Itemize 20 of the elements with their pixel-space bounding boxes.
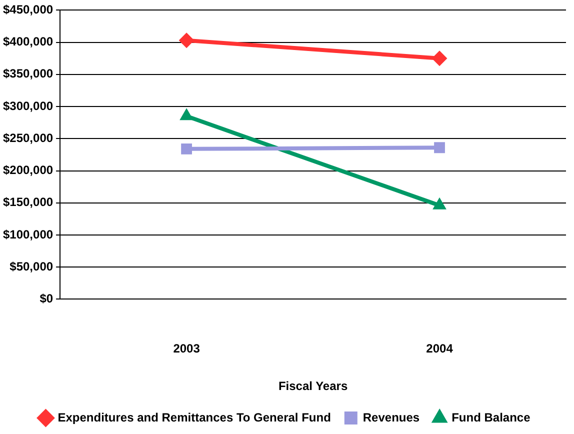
y-tick-label: $100,000 <box>2 227 54 242</box>
legend-label: Revenues <box>362 410 420 424</box>
legend-label: Expenditures and Remittances To General Fund <box>58 410 331 424</box>
point <box>432 50 448 66</box>
point <box>434 142 445 154</box>
legend-label: Fund Balance <box>452 410 531 424</box>
y-tick-label: $150,000 <box>2 195 54 210</box>
y-tick-label: $200,000 <box>2 163 54 178</box>
x-axis-title: Fiscal Years <box>278 379 348 394</box>
y-tick-label: $350,000 <box>2 66 54 81</box>
y-tick-label: $250,000 <box>2 130 54 145</box>
y-tick-label: $450,000 <box>2 2 54 17</box>
y-tick-label: $300,000 <box>2 98 54 113</box>
x-tick-label: 2004 <box>426 342 454 356</box>
point <box>181 143 192 154</box>
y-tick-label: $50,000 <box>10 259 54 274</box>
y-tick-label: $400,000 <box>2 34 54 49</box>
point <box>179 32 194 48</box>
y-tick-label: $0 <box>40 292 54 306</box>
x-tick-label: 2003 <box>173 342 200 356</box>
